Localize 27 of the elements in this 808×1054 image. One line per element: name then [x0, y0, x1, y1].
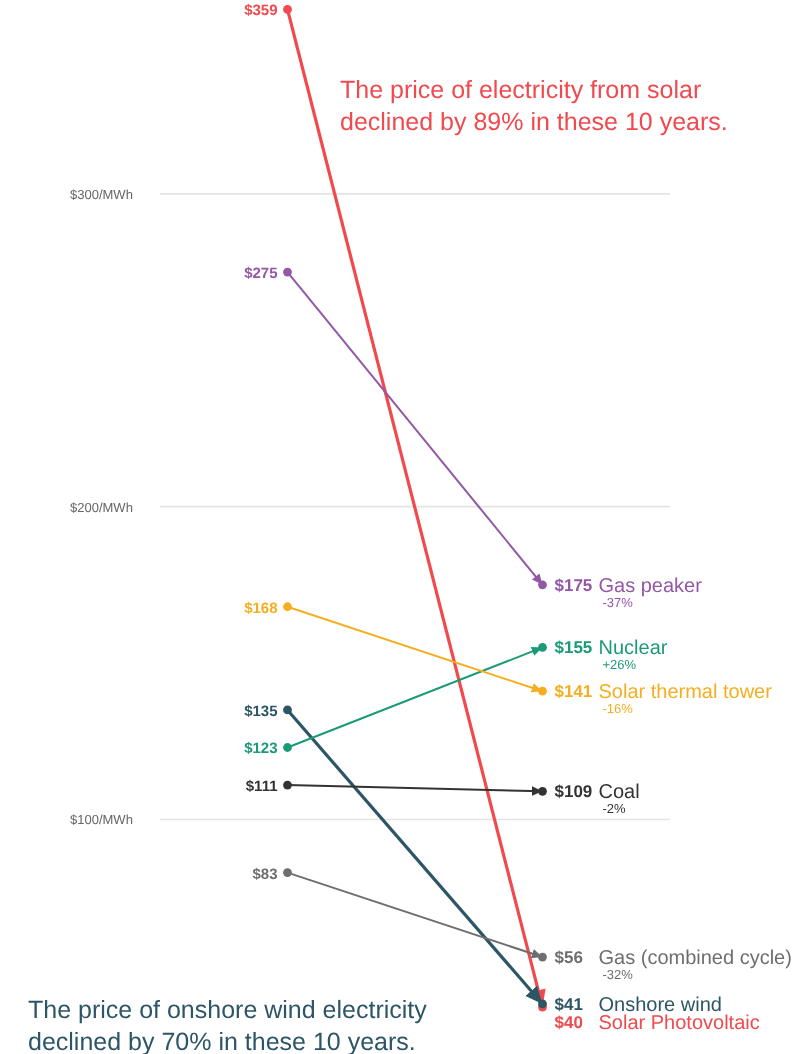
data-label: $56: [554, 947, 584, 968]
text: Nuclear: [598, 638, 669, 661]
data-label: $155: [554, 637, 593, 658]
point: [538, 643, 547, 652]
point: [283, 780, 292, 790]
point: [283, 4, 292, 14]
point: [538, 580, 547, 590]
text: Gas peaker: [598, 575, 704, 598]
text: Coal: [598, 782, 640, 805]
point: [283, 868, 292, 877]
data-label: $175: [554, 574, 593, 595]
annotation: The price of electricity from solar declined by 89% in these 10 years.: [340, 76, 728, 136]
point: [283, 743, 292, 752]
point: [538, 952, 547, 962]
point: [283, 267, 292, 277]
data-label: $109: [554, 781, 593, 802]
text: Onshore wind: [598, 994, 722, 1017]
data-label: $141: [554, 681, 593, 702]
point: [283, 602, 292, 612]
text: Solar thermal tower: [598, 682, 774, 705]
text: Gas (combined cycle): [598, 948, 792, 971]
point: [283, 705, 292, 715]
point: [538, 786, 547, 796]
data-label: $41: [554, 993, 584, 1014]
text: Solar Photovoltaic: [598, 1012, 760, 1035]
data-label: $40: [554, 1011, 584, 1032]
point: [538, 686, 547, 696]
